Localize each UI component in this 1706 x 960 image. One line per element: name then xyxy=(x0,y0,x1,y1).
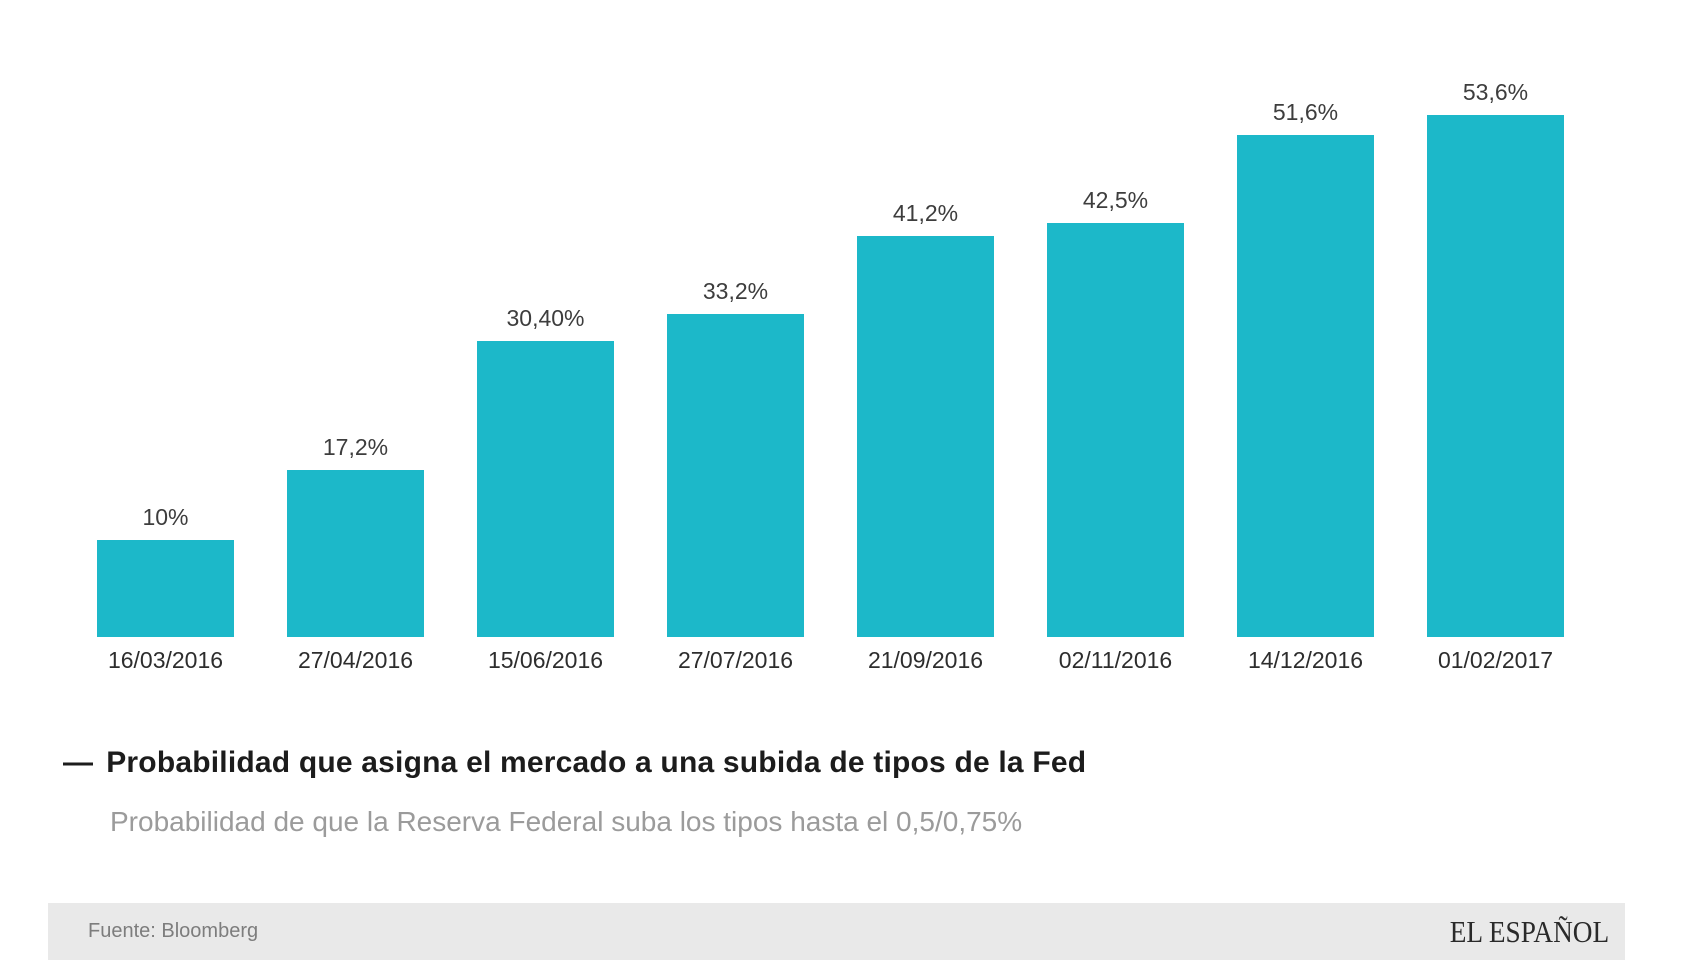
bar xyxy=(477,341,614,637)
bar-value-label: 42,5% xyxy=(1082,187,1149,213)
bar-column: 42,5% xyxy=(1047,187,1184,637)
bar-column: 53,6% xyxy=(1427,79,1564,637)
bar xyxy=(857,236,994,637)
bar xyxy=(287,470,424,637)
plot-area: 10% 17,2% 30,40% 33,2% 41,2% 42,5% 51,6% xyxy=(97,60,1564,637)
chart-title: Probabilidad que asigna el mercado a una… xyxy=(106,746,1087,779)
source-attribution: Fuente: Bloomberg xyxy=(88,920,259,942)
chart-subtitle: Probabilidad de que la Reserva Federal s… xyxy=(110,806,1023,837)
bar-value-label: 17,2% xyxy=(322,434,389,460)
x-axis-tick-label: 27/07/2016 xyxy=(677,647,794,673)
x-axis-tick-label: 02/11/2016 xyxy=(1058,647,1173,673)
bar-column: 30,40% xyxy=(477,305,614,637)
x-axis-tick-label: 21/09/2016 xyxy=(867,647,984,673)
bar xyxy=(1047,223,1184,637)
x-axis-tick-label: 16/03/2016 xyxy=(107,647,224,673)
footer-bar: Fuente: Bloomberg EL ESPAÑOL xyxy=(48,903,1625,960)
bar-column: 51,6% xyxy=(1237,99,1374,637)
bar-column: 33,2% xyxy=(667,278,804,637)
x-axis-tick-label: 14/12/2016 xyxy=(1247,647,1364,673)
chart-legend-title: — Probabilidad que asigna el mercado a un… xyxy=(63,746,1706,780)
bar-value-label: 30,40% xyxy=(506,305,585,331)
bar-column: 41,2% xyxy=(857,200,994,637)
x-axis-tick-label: 27/04/2016 xyxy=(297,647,414,673)
bar-value-label: 41,2% xyxy=(892,200,959,226)
bar xyxy=(1427,115,1564,637)
bar xyxy=(97,540,234,637)
bar-value-label: 10% xyxy=(142,504,189,530)
bar-value-label: 51,6% xyxy=(1272,99,1339,125)
bar-column: 17,2% xyxy=(287,434,424,637)
el-espanol-logo: EL ESPAÑOL xyxy=(1449,913,1609,949)
x-axis-tick-label: 15/06/2016 xyxy=(487,647,604,673)
x-axis-tick-label: 01/02/2017 xyxy=(1437,647,1554,673)
bar-value-label: 53,6% xyxy=(1462,79,1529,105)
x-axis: 16/03/2016 27/04/2016 15/06/2016 27/07/2… xyxy=(97,647,1564,674)
bar-column: 10% xyxy=(97,504,234,637)
bar xyxy=(1237,135,1374,637)
bar-value-label: 33,2% xyxy=(702,278,769,304)
bar xyxy=(667,314,804,637)
legend-dash-marker: — xyxy=(63,746,94,779)
